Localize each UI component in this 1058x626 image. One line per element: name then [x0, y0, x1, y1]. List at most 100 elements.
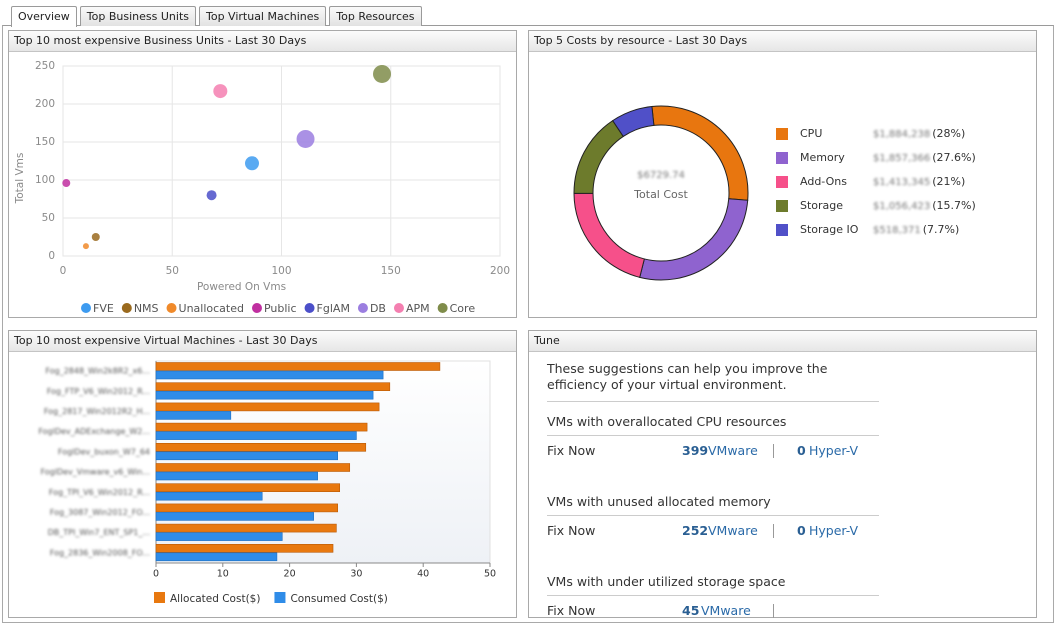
link[interactable]: VMware	[708, 523, 758, 538]
bubble	[82, 243, 89, 250]
legend-label: NMS	[134, 302, 159, 315]
bubble	[373, 64, 392, 83]
tab[interactable]: Top Resources	[329, 6, 422, 26]
legend-marker	[81, 303, 91, 313]
intro: These suggestions can help you improve t…	[547, 361, 879, 402]
legend-label: Memory	[800, 151, 845, 164]
donut-segment	[573, 192, 645, 278]
donut-segment	[639, 198, 749, 281]
panel: Top 5 Costs by resource - Last 30 Days C…	[528, 30, 1037, 318]
action[interactable]: Fix Now	[547, 523, 596, 538]
link[interactable]: VMware	[708, 443, 758, 458]
tab-bar: Overview Top Business Units Top Virtual …	[11, 6, 422, 27]
legend-marker	[154, 592, 165, 603]
chart: 0 10 20 30 40 50 Fog_2848_Win2k8R2_x6... Fog_FT…	[38, 360, 496, 605]
x-tick-label: 40	[417, 569, 429, 580]
legend-label: CPU	[800, 127, 822, 140]
bar	[155, 362, 441, 371]
bar	[155, 512, 314, 521]
panel-title: Top 5 Costs by resource - Last 30 Days	[529, 31, 1036, 52]
tab-frame	[2, 25, 1054, 623]
legend-amount: $1,857,366	[873, 153, 930, 164]
separator	[773, 524, 774, 538]
y-tick-label: Fog_3087_Win2012_FO...	[50, 508, 150, 517]
legend-marker	[251, 303, 262, 313]
legend-marker	[776, 128, 788, 140]
value-label: (21%)	[932, 175, 965, 188]
separator	[773, 604, 774, 618]
legend-marker	[437, 303, 448, 313]
x-tick-label: 10	[217, 569, 229, 580]
tab[interactable]: Overview	[11, 6, 77, 27]
link[interactable]: Hyper-V	[809, 443, 859, 458]
y-tick-label: FoglDev_ADExchange_W2...	[38, 427, 150, 436]
y-tick-label: 200	[35, 98, 55, 110]
legend-amount: $1,884,238	[873, 129, 930, 140]
legend-amount: $1,056,423	[873, 201, 930, 212]
chart: CPU $1,884,238 (28%) Memory $1,857,366 (27.6%…	[573, 105, 976, 281]
panel-title: Tune	[529, 331, 1036, 352]
value-label: (27.6%)	[932, 151, 976, 164]
panel: Top 10 most expensive Virtual Machines -…	[8, 330, 517, 618]
x-tick-label: 0	[153, 569, 159, 580]
legend-label: FglAM	[317, 302, 350, 315]
y-tick-label: Fog_2836_Win2008_FO...	[50, 548, 150, 557]
count[interactable]: 45	[682, 603, 700, 618]
bar	[155, 451, 338, 461]
count[interactable]: 0	[797, 443, 806, 458]
y-tick-label: DB_TPI_Win7_ENT_SP1_...	[48, 528, 150, 537]
link[interactable]: Hyper-V	[809, 523, 859, 538]
legend-amount: $1,413,345	[873, 177, 930, 188]
count[interactable]: 399	[682, 443, 709, 458]
count[interactable]: 252	[682, 523, 709, 538]
bar	[155, 463, 351, 472]
legend-marker	[121, 303, 132, 313]
y-tick-label: 100	[35, 174, 55, 186]
legend-label: FVE	[93, 302, 114, 315]
link[interactable]: VMware	[701, 603, 751, 618]
y-tick-label: 50	[42, 212, 55, 224]
legend-label: Add-Ons	[800, 175, 847, 188]
bar	[155, 422, 368, 432]
action[interactable]: Fix Now	[547, 603, 596, 618]
value-label: (15.7%)	[932, 199, 976, 212]
bubble	[213, 84, 228, 99]
bar	[155, 443, 367, 452]
y-tick-label: Fog_2817_Win2012R2_H...	[44, 407, 150, 416]
bubble	[62, 179, 71, 188]
bar	[155, 471, 318, 481]
tab[interactable]: Top Business Units	[79, 6, 196, 26]
action[interactable]: Fix Now	[547, 443, 596, 458]
legend-label: Storage IO	[800, 223, 859, 236]
legend-label: DB	[370, 302, 386, 315]
y-tick-label: FoglDev_Vmware_v6_Win...	[40, 468, 150, 477]
bar	[155, 483, 340, 492]
y-tick-label: FoglDev_buxon_W7_64	[58, 447, 150, 456]
legend-marker	[776, 224, 788, 236]
bubble	[296, 129, 315, 148]
bar	[155, 382, 391, 392]
legend-marker	[776, 152, 788, 164]
tab[interactable]: Top Virtual Machines	[198, 6, 327, 26]
section-heading: VMs with unused allocated memory	[547, 493, 879, 516]
legend-label: Allocated Cost($)	[170, 593, 260, 605]
x-tick-label: 20	[284, 569, 296, 580]
x-tick-label: 30	[350, 569, 362, 580]
y-axis-label: Total Vms	[14, 153, 26, 205]
bar	[155, 390, 374, 400]
panel-title: Top 10 most expensive Business Units - L…	[9, 31, 516, 52]
row: Fix Now 252 VMware 0 Hyper-V	[547, 518, 879, 544]
count[interactable]: 0	[797, 523, 806, 538]
legend-marker	[357, 303, 368, 313]
center-label: Total Cost	[633, 188, 688, 201]
legend-marker	[166, 303, 177, 313]
row: Fix Now 45 VMware	[547, 598, 879, 624]
section-heading: VMs with under utilized storage space	[547, 573, 879, 596]
panel: Tune These suggestions can help you impr…	[528, 330, 1037, 618]
value-label: (7.7%)	[923, 223, 960, 236]
bar	[155, 503, 338, 513]
panel: Top 10 most expensive Business Units - L…	[8, 30, 517, 318]
x-tick-label: 200	[490, 265, 510, 277]
row: Fix Now 399 VMware 0 Hyper-V	[547, 438, 879, 464]
